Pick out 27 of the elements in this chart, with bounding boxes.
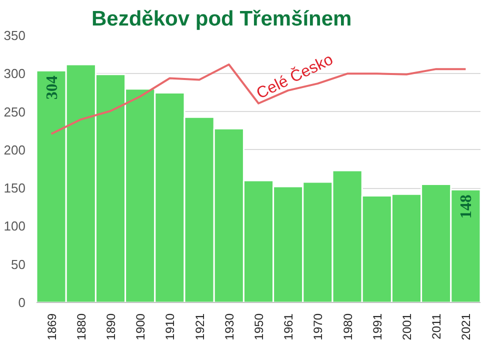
y-tick-label: 200	[4, 142, 26, 158]
y-tick-label: 0	[18, 295, 26, 310]
x-tick-label: 1921	[192, 313, 207, 340]
y-tick-label: 150	[4, 180, 26, 196]
x-tick-label: 1930	[222, 313, 236, 340]
x-tick-label: 2001	[400, 313, 414, 340]
data-label: 304	[44, 76, 61, 100]
y-tick-label: 350	[4, 28, 26, 43]
x-tick-label: 2011	[430, 313, 444, 340]
y-tick-label: 50	[11, 256, 26, 272]
y-tick-label: 300	[4, 66, 26, 82]
data-label: 148	[458, 194, 476, 219]
x-tick-label: 1910	[163, 313, 178, 340]
x-tick-label: 1869	[44, 313, 59, 340]
x-tick-label: 1980	[340, 313, 355, 340]
chart-title: Bezděkov pod Třemšínem	[92, 8, 352, 30]
x-tick-label: 1890	[104, 313, 118, 340]
x-tick-label: 1961	[282, 313, 296, 340]
y-tick-label: 250	[4, 104, 26, 120]
x-tick-label: 1950	[252, 313, 266, 340]
x-tick-label: 1880	[74, 313, 88, 340]
x-tick-label: 1970	[311, 313, 326, 340]
y-tick-label: 100	[4, 218, 26, 234]
x-tick-label: 2021	[459, 313, 474, 340]
x-tick-label: 1900	[134, 313, 148, 340]
x-tick-label: 1991	[370, 313, 384, 340]
text: Celé Česko	[254, 50, 336, 103]
